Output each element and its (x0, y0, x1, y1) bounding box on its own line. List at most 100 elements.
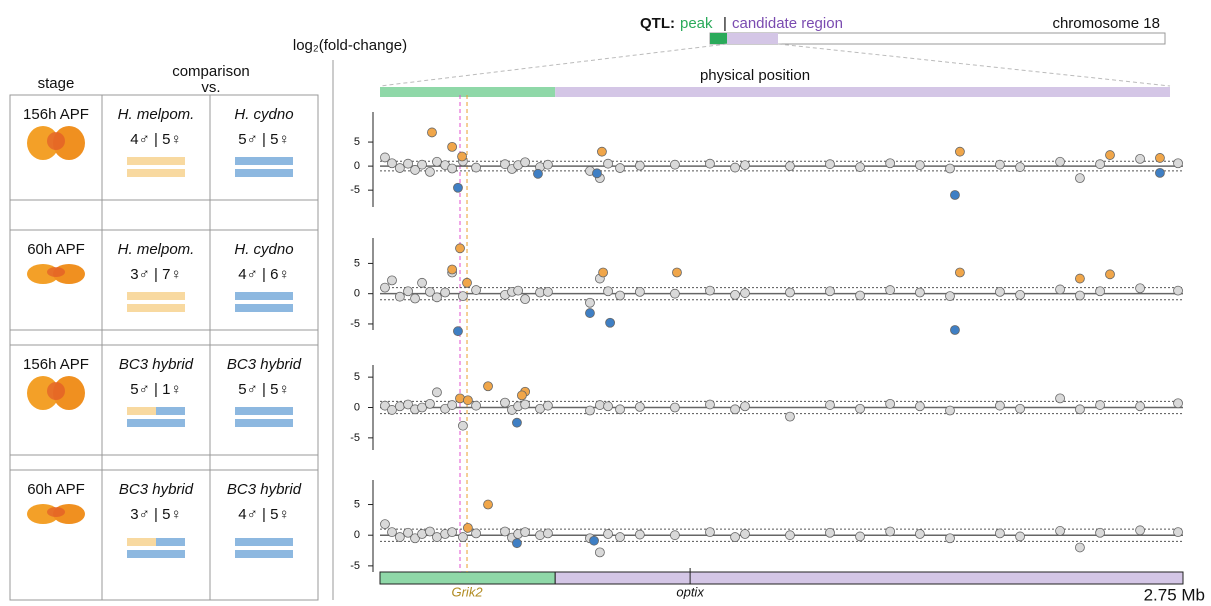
point (458, 291, 468, 302)
point (425, 526, 435, 537)
peak-bar (380, 87, 556, 97)
physical-position-label: physical position (700, 67, 810, 84)
stage: 60h APF (27, 241, 85, 258)
point (995, 400, 1005, 411)
point (387, 527, 397, 538)
point (603, 286, 613, 297)
point (670, 288, 680, 299)
color-bar (264, 157, 293, 165)
point (447, 527, 458, 538)
color-bar (127, 304, 185, 312)
counts: 5♂ | 5♀ (238, 131, 289, 148)
point (425, 166, 435, 177)
species: H. cydno (234, 241, 293, 258)
point (520, 527, 531, 538)
species: H. melpom. (118, 106, 195, 123)
point (730, 289, 740, 300)
point (955, 267, 965, 278)
point (543, 400, 553, 411)
point (885, 526, 896, 537)
point (387, 405, 397, 415)
point (730, 404, 740, 415)
color-bar (127, 419, 185, 427)
point (1075, 173, 1085, 184)
point (705, 399, 715, 410)
point (471, 528, 481, 539)
point (1095, 159, 1105, 170)
point (730, 532, 740, 542)
point (950, 190, 960, 200)
point (455, 243, 465, 254)
point (535, 530, 545, 541)
species: H. melpom. (118, 241, 195, 258)
point (589, 535, 599, 546)
point (1135, 401, 1145, 412)
species: BC3 hybrid (119, 481, 194, 498)
point (387, 158, 397, 169)
point (634, 286, 645, 297)
wing-mark (47, 507, 65, 517)
point (1015, 403, 1025, 414)
point (955, 146, 965, 157)
point (483, 499, 493, 510)
counts: 3♂ | 5♀ (130, 506, 181, 523)
point (543, 159, 553, 170)
point (387, 275, 397, 286)
qtl-label: QTL: (640, 15, 675, 32)
color-bar (156, 157, 185, 165)
point (458, 420, 468, 431)
point (500, 159, 510, 170)
counts: 5♂ | 1♀ (130, 381, 181, 398)
point (1095, 527, 1105, 538)
species: H. cydno (234, 106, 293, 123)
point (427, 127, 437, 138)
point (1105, 150, 1115, 160)
point (592, 168, 602, 179)
point (615, 404, 625, 415)
point (603, 401, 613, 412)
point (825, 400, 835, 410)
point (585, 405, 595, 416)
color-bar (235, 157, 264, 165)
point (945, 291, 955, 302)
y-tick-label: -5 (350, 318, 360, 330)
point (594, 400, 605, 410)
point (1075, 290, 1085, 301)
wing-mark (47, 382, 65, 400)
point (512, 538, 522, 549)
point (1055, 526, 1065, 536)
point (785, 530, 795, 541)
color-bar (235, 419, 293, 427)
point (447, 163, 458, 174)
color-bar (156, 407, 185, 415)
qtl-candidate (727, 33, 778, 44)
counts: 4♂ | 5♀ (130, 131, 181, 148)
stage-header: stage (38, 75, 75, 92)
y-tick-label: -5 (350, 184, 360, 196)
zoom-line (777, 43, 1171, 87)
chromosome-bar (709, 32, 1166, 45)
point (615, 532, 625, 542)
y-tick-label: 5 (354, 257, 360, 269)
color-bar (264, 538, 293, 546)
color-bar (235, 304, 293, 312)
point (634, 401, 645, 412)
stage: 60h APF (27, 481, 85, 498)
point (462, 277, 472, 288)
point (447, 400, 458, 410)
point (1075, 273, 1085, 284)
point (740, 529, 750, 539)
point (471, 162, 481, 173)
point (950, 325, 960, 335)
point (825, 527, 835, 538)
point (598, 267, 608, 278)
color-bar (127, 407, 156, 415)
color-bar (264, 292, 293, 300)
point (432, 532, 442, 542)
point (455, 393, 465, 404)
point (380, 519, 390, 530)
point (417, 159, 427, 170)
color-bar (127, 538, 156, 546)
species: BC3 hybrid (119, 356, 194, 373)
